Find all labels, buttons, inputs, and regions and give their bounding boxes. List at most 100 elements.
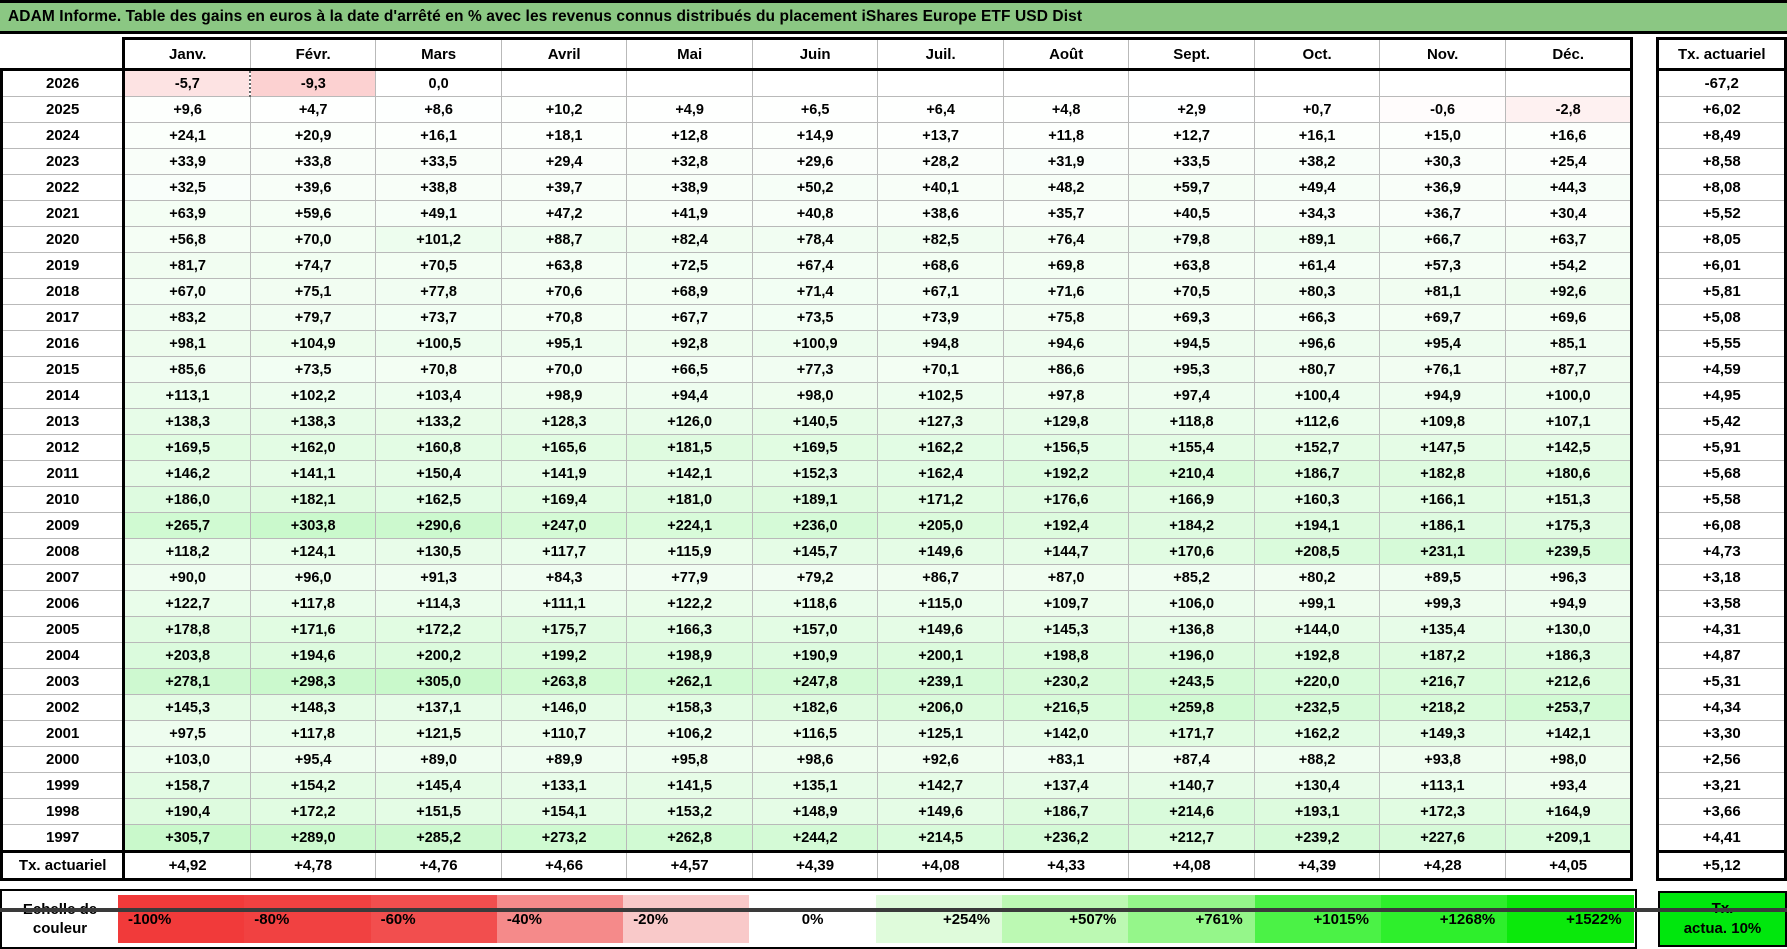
gain-cell[interactable]: +70,8 <box>375 356 502 383</box>
tx-cell[interactable]: +8,58 <box>1656 148 1787 175</box>
gain-cell[interactable]: +227,6 <box>1379 824 1506 853</box>
gain-cell[interactable]: +33,5 <box>1128 148 1255 175</box>
footer-cell[interactable]: +4,78 <box>249 850 377 881</box>
gain-cell[interactable] <box>626 69 753 97</box>
gain-cell[interactable]: +122,2 <box>626 590 753 617</box>
gain-cell[interactable]: +80,2 <box>1253 564 1381 591</box>
gain-cell[interactable]: +100,9 <box>751 330 879 357</box>
gain-cell[interactable]: +152,7 <box>1253 434 1381 461</box>
gain-cell[interactable]: +157,0 <box>751 616 879 643</box>
gain-cell[interactable]: +8,6 <box>375 96 502 123</box>
gain-cell[interactable]: +103,4 <box>375 382 502 409</box>
gain-cell[interactable]: +216,5 <box>1002 694 1130 721</box>
gain-cell[interactable] <box>500 69 628 97</box>
gain-cell[interactable]: +87,0 <box>1002 564 1130 591</box>
gain-cell[interactable]: +89,0 <box>375 746 502 773</box>
gain-cell[interactable]: +171,2 <box>877 486 1004 513</box>
gain-cell[interactable]: +192,2 <box>1002 460 1130 487</box>
gain-cell[interactable]: +186,1 <box>1379 512 1506 539</box>
gain-cell[interactable]: +247,8 <box>751 668 879 695</box>
gain-cell[interactable]: +97,4 <box>1128 382 1255 409</box>
footer-cell[interactable]: +4,05 <box>1504 850 1634 881</box>
gain-cell[interactable]: +68,6 <box>877 252 1004 279</box>
gain-cell[interactable]: +107,1 <box>1504 408 1634 435</box>
footer-cell[interactable]: +4,08 <box>1128 850 1255 881</box>
gain-cell[interactable]: +110,7 <box>500 720 628 747</box>
gain-cell[interactable]: +175,7 <box>500 616 628 643</box>
gain-cell[interactable]: +118,6 <box>751 590 879 617</box>
gain-cell[interactable]: +93,4 <box>1504 772 1634 799</box>
gain-cell[interactable] <box>1002 69 1130 97</box>
gain-cell[interactable]: +118,2 <box>123 538 251 565</box>
gain-cell[interactable]: +101,2 <box>375 226 502 253</box>
gain-cell[interactable]: +224,1 <box>626 512 753 539</box>
gain-cell[interactable]: +67,7 <box>626 304 753 331</box>
gain-cell[interactable]: +138,3 <box>123 408 251 435</box>
gain-cell[interactable]: -2,8 <box>1504 96 1634 123</box>
gain-cell[interactable]: +151,3 <box>1504 486 1634 513</box>
gain-cell[interactable]: +100,0 <box>1504 382 1634 409</box>
tx-cell[interactable]: +4,87 <box>1656 642 1787 669</box>
gain-cell[interactable] <box>1504 69 1634 97</box>
gain-cell[interactable]: +166,1 <box>1379 486 1506 513</box>
gain-cell[interactable]: +14,9 <box>751 122 879 149</box>
gain-cell[interactable]: +184,2 <box>1128 512 1255 539</box>
gain-cell[interactable]: +198,9 <box>626 642 753 669</box>
gain-cell[interactable]: +298,3 <box>249 668 377 695</box>
gain-cell[interactable]: +137,4 <box>1002 772 1130 799</box>
tx-cell[interactable]: +5,68 <box>1656 460 1787 487</box>
gain-cell[interactable]: +138,3 <box>249 408 377 435</box>
gain-cell[interactable]: +35,7 <box>1002 200 1130 227</box>
gain-cell[interactable]: +182,8 <box>1379 460 1506 487</box>
gain-cell[interactable]: +285,2 <box>375 824 502 853</box>
gain-cell[interactable]: +63,7 <box>1504 226 1634 253</box>
gain-cell[interactable]: +133,2 <box>375 408 502 435</box>
tx-cell[interactable]: +5,81 <box>1656 278 1787 305</box>
gain-cell[interactable]: +262,1 <box>626 668 753 695</box>
gain-cell[interactable]: +142,1 <box>1504 720 1634 747</box>
gain-cell[interactable]: +77,3 <box>751 356 879 383</box>
gain-cell[interactable]: +76,1 <box>1379 356 1506 383</box>
gain-cell[interactable]: +4,7 <box>249 96 377 123</box>
gain-cell[interactable]: -5,7 <box>123 69 251 97</box>
gain-cell[interactable]: +146,2 <box>123 460 251 487</box>
gain-cell[interactable]: +253,7 <box>1504 694 1634 721</box>
gain-cell[interactable]: +73,9 <box>877 304 1004 331</box>
gain-cell[interactable]: +124,1 <box>249 538 377 565</box>
gain-cell[interactable]: +169,5 <box>123 434 251 461</box>
gain-cell[interactable]: +190,4 <box>123 798 251 825</box>
gain-cell[interactable]: +142,5 <box>1504 434 1634 461</box>
gain-cell[interactable]: +39,6 <box>249 174 377 201</box>
gain-cell[interactable]: +85,2 <box>1128 564 1255 591</box>
gain-cell[interactable]: +30,4 <box>1504 200 1634 227</box>
gain-cell[interactable]: +129,8 <box>1002 408 1130 435</box>
gain-cell[interactable]: +160,8 <box>375 434 502 461</box>
gain-cell[interactable]: +18,1 <box>500 122 628 149</box>
gain-cell[interactable]: +130,4 <box>1253 772 1381 799</box>
tx-cell[interactable]: +4,41 <box>1656 824 1787 853</box>
gain-cell[interactable]: +4,8 <box>1002 96 1130 123</box>
gain-cell[interactable]: +149,6 <box>877 616 1004 643</box>
gain-cell[interactable]: +192,8 <box>1253 642 1381 669</box>
tx-cell[interactable]: +4,95 <box>1656 382 1787 409</box>
gain-cell[interactable]: +230,2 <box>1002 668 1130 695</box>
gain-cell[interactable]: +162,0 <box>249 434 377 461</box>
gain-cell[interactable] <box>1253 69 1381 97</box>
gain-cell[interactable]: +102,5 <box>877 382 1004 409</box>
gain-cell[interactable]: +70,0 <box>500 356 628 383</box>
gain-cell[interactable]: +91,3 <box>375 564 502 591</box>
gain-cell[interactable]: +70,1 <box>877 356 1004 383</box>
gain-cell[interactable]: +0,7 <box>1253 96 1381 123</box>
tx-cell[interactable]: +6,01 <box>1656 252 1787 279</box>
tx-cell[interactable]: +5,91 <box>1656 434 1787 461</box>
gain-cell[interactable]: +84,3 <box>500 564 628 591</box>
gain-cell[interactable]: +80,7 <box>1253 356 1381 383</box>
gain-cell[interactable]: +77,8 <box>375 278 502 305</box>
gain-cell[interactable]: +206,0 <box>877 694 1004 721</box>
gain-cell[interactable]: +40,1 <box>877 174 1004 201</box>
gain-cell[interactable]: +117,8 <box>249 720 377 747</box>
gain-cell[interactable]: +71,4 <box>751 278 879 305</box>
tx-cell[interactable]: +6,02 <box>1656 96 1787 123</box>
gain-cell[interactable]: +190,9 <box>751 642 879 669</box>
gain-cell[interactable]: +25,4 <box>1504 148 1634 175</box>
